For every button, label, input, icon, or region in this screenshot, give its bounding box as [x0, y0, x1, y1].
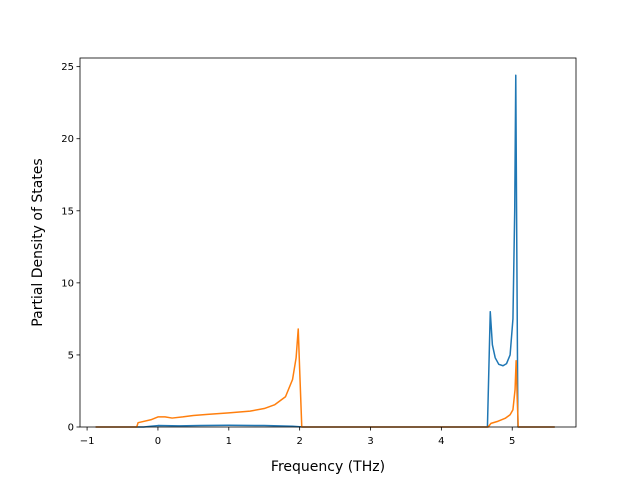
x-tick-label: 0	[155, 436, 161, 447]
y-tick-label: 10	[61, 278, 74, 289]
y-axis-label: Partial Density of States	[30, 158, 46, 326]
x-axis-ticks: −1 0 1 2 3 4 5	[80, 427, 515, 447]
plot-frame	[79, 57, 577, 428]
series-line-2	[95, 328, 555, 428]
x-tick-label: 3	[367, 436, 373, 447]
series-line-1	[95, 74, 555, 428]
y-tick-label: 5	[68, 350, 74, 361]
x-tick-label: 5	[509, 436, 515, 447]
series-layer	[95, 74, 555, 428]
y-tick-label: 15	[61, 206, 74, 217]
x-tick-label: 4	[438, 436, 444, 447]
x-tick-label: −1	[80, 436, 95, 447]
y-tick-label: 25	[61, 62, 74, 73]
x-tick-label: 1	[226, 436, 232, 447]
y-tick-label: 20	[61, 134, 74, 145]
y-tick-label: 0	[68, 423, 74, 434]
x-axis-label: Frequency (THz)	[271, 459, 385, 475]
x-tick-label: 2	[296, 436, 302, 447]
y-axis-ticks: 0 5 10 15 20 25	[61, 62, 80, 434]
